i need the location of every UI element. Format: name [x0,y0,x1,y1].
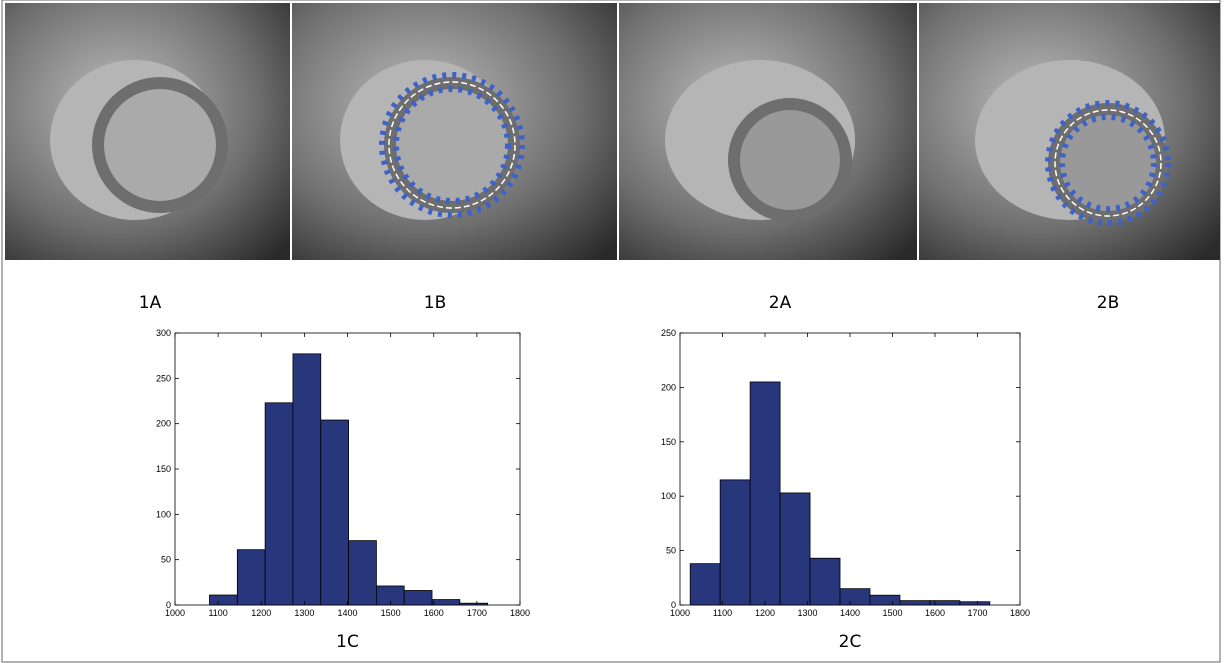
bar [292,353,322,606]
mri-image [619,3,917,260]
x-tick-label: 1800 [510,608,530,618]
y-tick-label: 50 [666,546,676,556]
x-tick-label: 1600 [424,608,444,618]
x-tick-label: 1400 [337,608,357,618]
bar [809,557,841,606]
image-label: 2A [769,293,792,313]
image-label: 2B [1097,293,1119,313]
x-tick-label: 1500 [882,608,902,618]
mri-image [292,3,617,260]
y-tick-label: 150 [661,437,676,447]
image-panels [5,3,1220,260]
mri-image [5,3,290,260]
x-tick-label: 1000 [670,608,690,618]
bar [749,381,781,606]
y-tick-label: 100 [661,491,676,501]
bar [839,588,871,606]
x-tick-label: 1200 [755,608,775,618]
bar [459,602,489,606]
x-tick-label: 1800 [1010,608,1030,618]
bar [209,594,238,606]
x-tick-label: 1700 [967,608,987,618]
y-tick-label: 300 [156,328,171,338]
mri-image [919,3,1220,260]
y-tick-label: 200 [156,419,171,429]
chart-title: 2C [839,632,862,652]
x-tick-label: 1600 [925,608,945,618]
x-tick-label: 1400 [840,608,860,618]
bar [264,402,294,606]
y-tick-label: 100 [156,509,171,519]
y-tick-label: 0 [166,600,171,610]
image-label: 1B [424,293,446,313]
chart-title: 1C [336,632,359,652]
x-tick-label: 1300 [294,608,314,618]
bar [779,492,811,606]
y-tick-label: 250 [661,328,676,338]
bar [431,599,461,606]
y-tick-label: 250 [156,373,171,383]
bar [899,600,931,606]
bar [320,419,349,606]
x-tick-label: 1500 [381,608,401,618]
y-tick-label: 0 [671,600,676,610]
bar [348,540,377,606]
bar [236,549,266,606]
x-tick-label: 1200 [251,608,271,618]
y-tick-label: 200 [661,382,676,392]
x-tick-label: 1000 [165,608,185,618]
x-tick-label: 1100 [713,608,732,618]
bar [403,590,433,606]
image-label: 1A [139,293,162,313]
bar [689,563,721,606]
bar [719,479,751,606]
bar [869,594,901,606]
y-tick-label: 150 [156,464,171,474]
y-tick-label: 50 [161,555,171,565]
bar [929,600,961,606]
x-tick-label: 1100 [208,608,227,618]
x-tick-label: 1300 [797,608,817,618]
x-tick-label: 1700 [467,608,487,618]
bar [959,601,991,606]
